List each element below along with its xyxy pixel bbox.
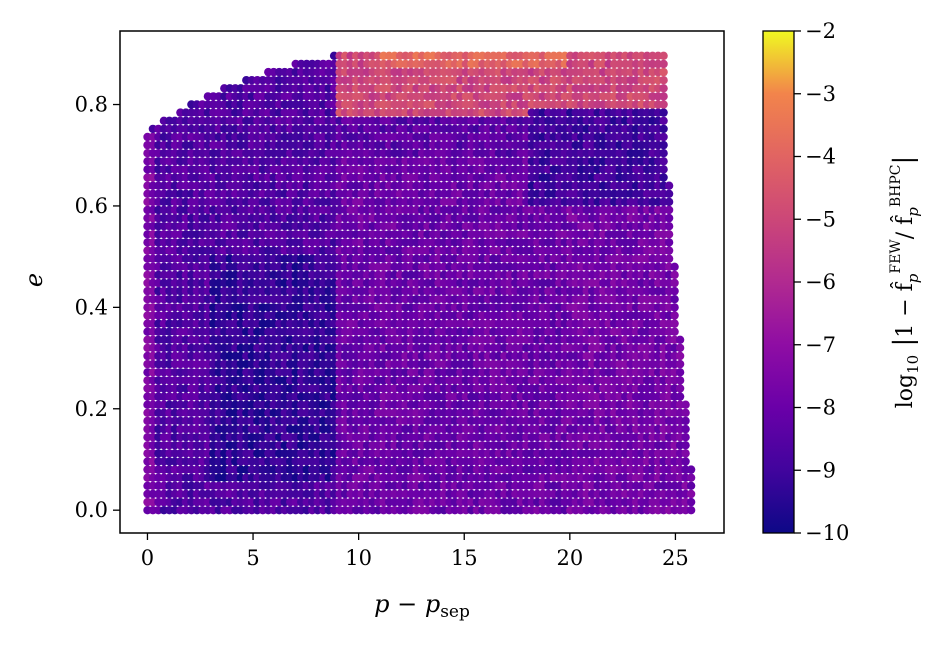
scatter-points [143, 51, 696, 515]
